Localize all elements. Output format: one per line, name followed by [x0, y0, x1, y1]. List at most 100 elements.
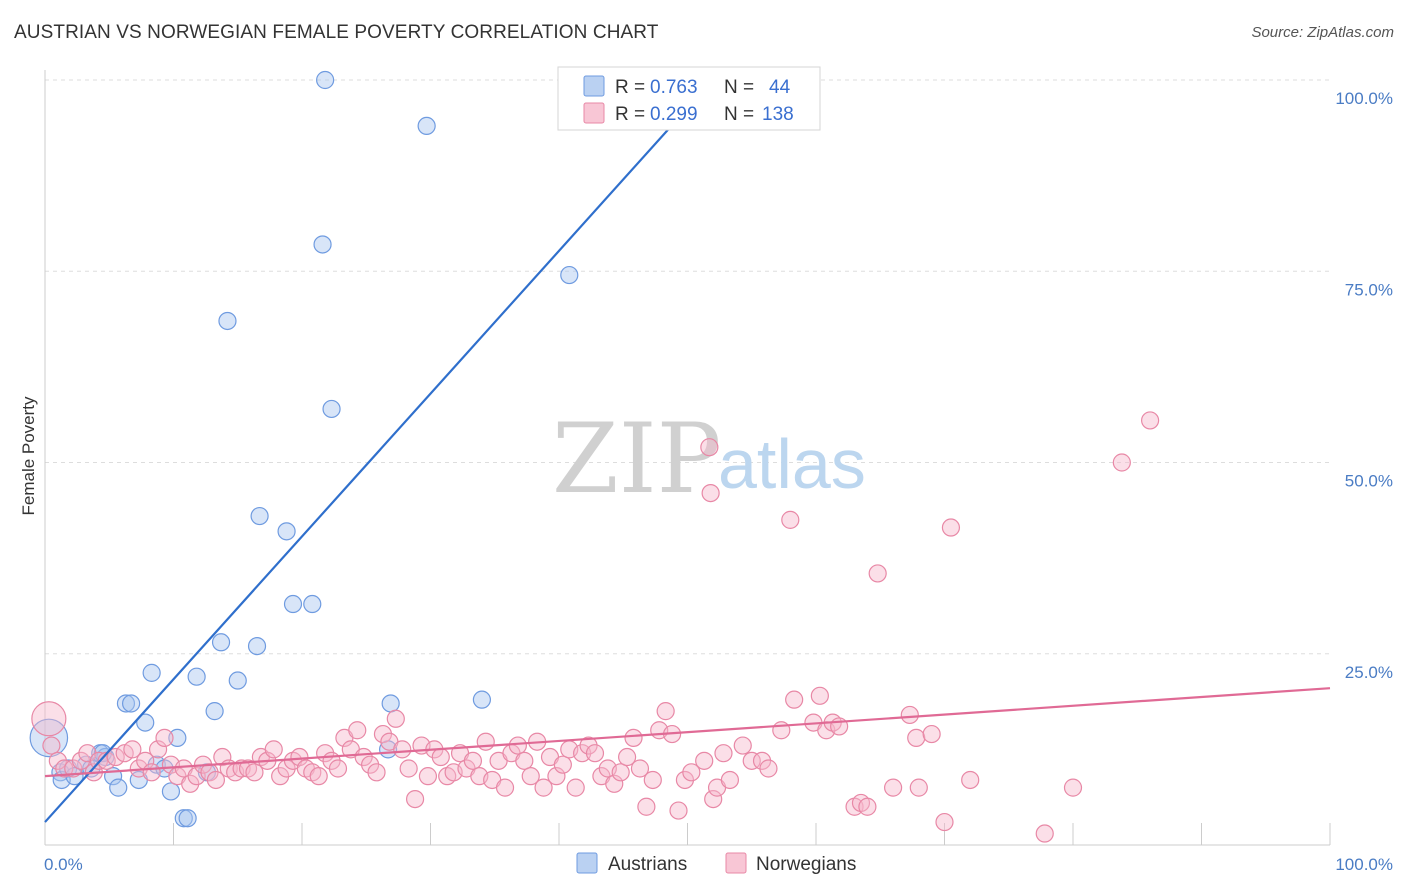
watermark-zip: ZIP [552, 403, 721, 515]
chart-title: AUSTRIAN VS NORWEGIAN FEMALE POVERTY COR… [14, 22, 659, 43]
bottom-legend-label-austrians: Austrians [608, 854, 687, 875]
point-norwegians [858, 797, 877, 816]
point-norwegians [935, 812, 954, 832]
y-tick-label: 100.0% [1335, 89, 1393, 108]
legend-n-label-austrians: N = [724, 77, 754, 98]
point-norwegians [148, 740, 168, 759]
point-norwegians [264, 740, 283, 759]
bottom-legend-swatch-norwegians [725, 852, 747, 874]
point-austrians [228, 671, 247, 690]
y-tick-label: 75.0% [1345, 280, 1393, 299]
point-norwegians [781, 510, 800, 529]
point-norwegians [630, 759, 650, 778]
point-norwegians [399, 759, 418, 778]
point-austrians [161, 782, 181, 801]
point-norwegians [245, 763, 264, 782]
point-norwegians [714, 744, 733, 763]
legend-r-label-austrians: R = [615, 77, 645, 98]
point-norwegians [1063, 778, 1083, 797]
point-norwegians [624, 728, 643, 748]
point-norwegians [618, 747, 637, 767]
legend-r-value-austrians: 0.763 [650, 77, 698, 98]
trend-line-norwegians [44, 687, 1331, 778]
point-norwegians [418, 767, 438, 786]
point-norwegians [553, 755, 572, 774]
watermark: ZIP atlas [552, 403, 866, 515]
point-norwegians [328, 759, 348, 778]
point-norwegians [534, 778, 553, 797]
point-norwegians [759, 759, 778, 778]
source-label: Source: ZipAtlas.com [1251, 24, 1394, 41]
point-norwegians [123, 740, 142, 759]
point-norwegians [64, 759, 83, 778]
point-norwegians [1112, 453, 1131, 472]
point-norwegians [868, 564, 887, 583]
legend-swatch-austrians [583, 75, 605, 97]
bottom-legend-swatch-austrians [576, 852, 598, 874]
bottom-legend: Austrians Norwegians [576, 852, 856, 875]
legend-n-value-austrians: 44 [769, 77, 791, 98]
legend-n-label-norwegians: N = [724, 104, 754, 125]
point-austrians [116, 694, 136, 713]
legend-swatch-norwegians [583, 102, 605, 124]
point-norwegians [386, 709, 405, 728]
x-tick-label: 0.0% [44, 855, 83, 874]
trend-lines [44, 71, 1331, 823]
point-norwegians [810, 686, 829, 705]
point-norwegians [733, 736, 752, 755]
tick-labels: 25.0% 50.0% 75.0% 100.0% 0.0% 100.0% [44, 89, 1393, 874]
point-austrians [560, 265, 579, 285]
point-austrians [247, 636, 267, 656]
point-norwegians [405, 789, 425, 809]
point-austrians [277, 522, 296, 541]
point-norwegians [701, 484, 720, 503]
point-austrians [136, 713, 155, 732]
point-norwegians [142, 763, 161, 782]
point-austrians [178, 809, 197, 828]
point-austrians [316, 70, 335, 90]
y-tick-label: 25.0% [1345, 663, 1393, 682]
point-norwegians [656, 702, 675, 721]
point-norwegians [909, 778, 928, 797]
point-norwegians [508, 736, 527, 755]
point-norwegians [367, 763, 386, 782]
legend-box: R = 0.763 N = 44 R = 0.299 N = 138 [557, 66, 821, 131]
point-austrians [322, 399, 341, 419]
point-norwegians [643, 770, 662, 790]
watermark-atlas: atlas [718, 425, 866, 503]
point-norwegians [682, 763, 701, 782]
point-norwegians [463, 751, 483, 770]
point-norwegians [704, 789, 723, 809]
point-austrians [211, 633, 231, 652]
point-norwegians [547, 767, 566, 786]
point-norwegians [155, 728, 174, 748]
point-norwegians [922, 724, 941, 744]
point-austrians [168, 728, 187, 748]
point-norwegians [611, 763, 630, 782]
point-norwegians [695, 751, 714, 770]
point-norwegians [637, 797, 656, 816]
point-austrians [303, 594, 322, 614]
point-norwegians [431, 747, 450, 767]
point-norwegians [476, 732, 495, 751]
point-norwegians [907, 728, 926, 748]
point-austrians [109, 778, 128, 797]
point-norwegians [309, 767, 328, 786]
point-austrians [65, 767, 84, 786]
point-norwegians [495, 778, 515, 797]
point-austrians [218, 311, 237, 331]
point-austrians [174, 809, 193, 828]
point-norwegians [106, 747, 125, 767]
point-norwegians [1035, 824, 1054, 843]
legend-n-value-norwegians: 138 [762, 104, 794, 125]
y-tick-label: 50.0% [1345, 472, 1393, 491]
point-austrians [121, 694, 141, 713]
x-tick-label: 100.0% [1335, 855, 1393, 874]
point-norwegians [213, 747, 232, 767]
point-norwegians [720, 770, 740, 790]
legend-r-label-norwegians: R = [615, 104, 645, 125]
point-norwegians [206, 770, 226, 790]
point-austrians [250, 506, 269, 526]
point-norwegians [669, 801, 688, 820]
